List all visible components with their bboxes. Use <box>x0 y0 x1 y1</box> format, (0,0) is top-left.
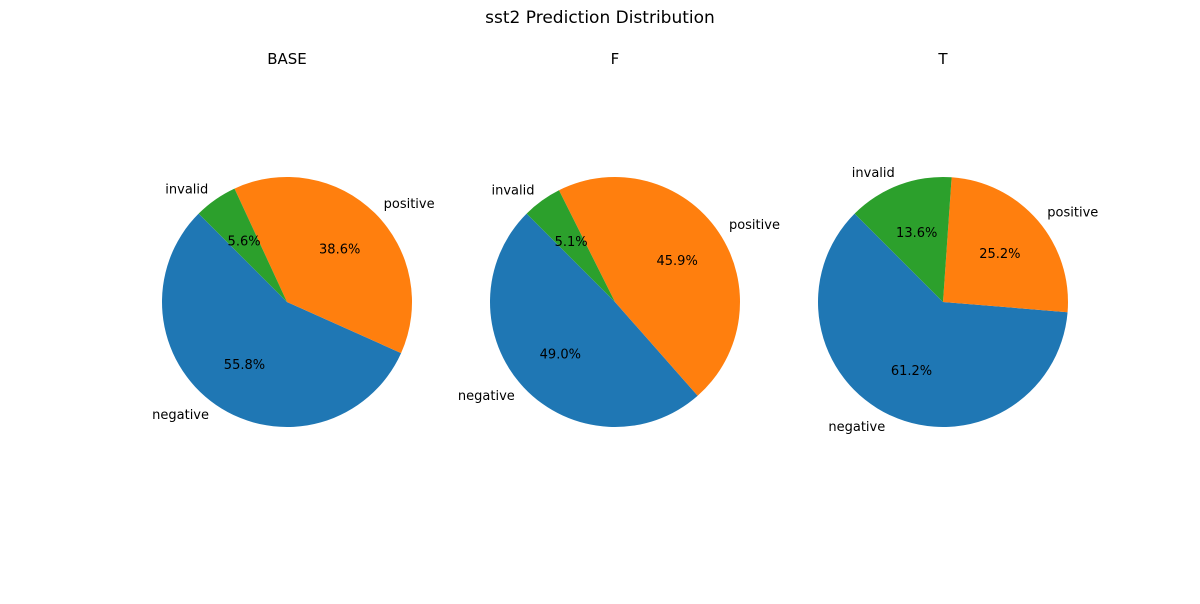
slice-percent-label: 25.2% <box>979 247 1020 262</box>
chart-suptitle: sst2 Prediction Distribution <box>485 8 715 28</box>
slice-label: negative <box>458 389 515 404</box>
slice-percent-label: 49.0% <box>540 347 581 362</box>
pie-slice-invalid <box>198 188 287 302</box>
slice-percent-label: 45.9% <box>657 254 698 269</box>
pie-base: BASE negative 55.8% positive 38.6% invalid 5.6… <box>152 50 435 427</box>
pie-title: F <box>611 50 620 68</box>
pie-slice-positive <box>943 177 1068 313</box>
slice-percent-label: 38.6% <box>319 243 360 258</box>
pie-slice-negative <box>489 213 698 428</box>
pie-slice-positive <box>558 176 741 396</box>
slice-label: positive <box>384 197 435 212</box>
slice-label: negative <box>152 408 209 423</box>
slice-label: negative <box>828 420 885 435</box>
slice-label: invalid <box>852 166 895 181</box>
slice-label: positive <box>1047 205 1098 220</box>
slice-label: invalid <box>492 184 535 199</box>
slice-label: invalid <box>165 182 208 197</box>
slice-label: positive <box>729 218 780 233</box>
pie-title: T <box>937 50 948 68</box>
slice-percent-label: 13.6% <box>896 226 937 241</box>
pie-slice-negative <box>818 213 1068 427</box>
slice-percent-label: 61.2% <box>891 364 932 379</box>
pie-title: BASE <box>267 50 307 68</box>
pie-slice-invalid <box>854 177 952 302</box>
slice-percent-label: 5.1% <box>555 235 588 250</box>
pie-slice-invalid <box>526 190 615 302</box>
slice-percent-label: 55.8% <box>224 358 265 373</box>
pie-slice-negative <box>162 213 402 427</box>
pie-slice-positive <box>234 177 413 354</box>
slice-percent-label: 5.6% <box>228 235 261 250</box>
